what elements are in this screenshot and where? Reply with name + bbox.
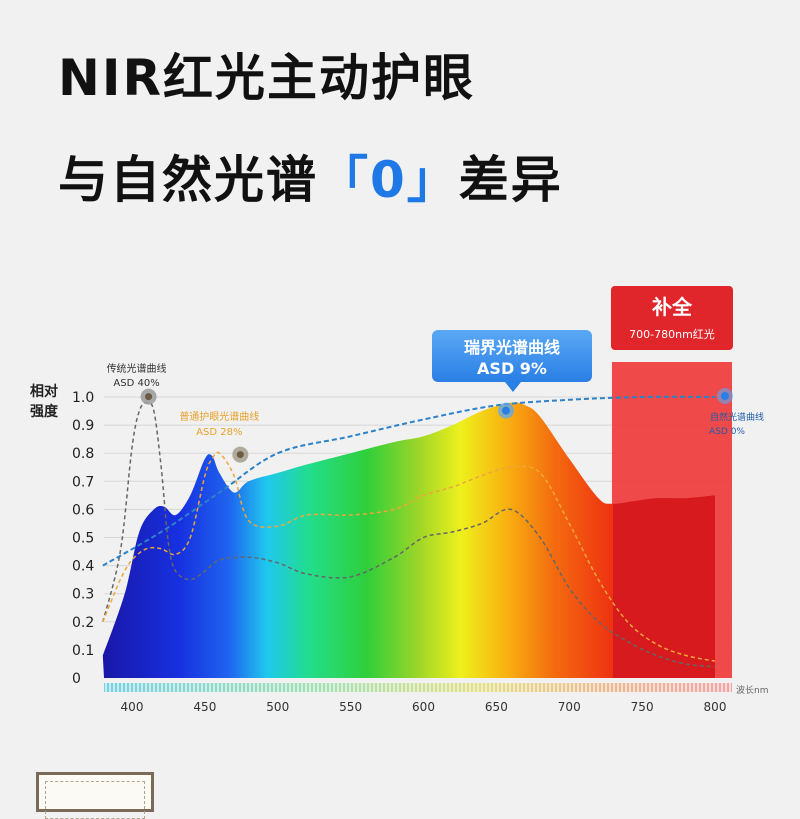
series-line-2 <box>102 451 716 662</box>
x-tick-label: 400 <box>121 700 144 714</box>
y-tick-label: 0.2 <box>72 615 94 631</box>
highlight-subtitle: 700-780nm红光 <box>629 327 715 341</box>
label-natural: 自然光谱曲线 <box>710 411 764 423</box>
y-tick-label: 0.3 <box>72 587 94 603</box>
y-axis-label: 相对 <box>30 383 58 400</box>
product-frame-edge <box>36 772 154 819</box>
highlight-label-box <box>610 286 733 350</box>
x-tick-label: 750 <box>631 700 654 714</box>
x-tick-label: 550 <box>339 700 362 714</box>
y-tick-label: 0 <box>72 671 81 687</box>
annotations: 传统光谱曲线 ASD 40% 普通护眼光谱曲线 ASD 28% 瑞界光谱曲线 ASD 9%… <box>107 330 764 463</box>
headline-line-2: 与自然光谱「0」差异 <box>58 140 563 212</box>
spectrum-area <box>102 402 716 678</box>
x-tick-label: 600 <box>412 700 435 714</box>
label-ruijie: 瑞界光谱曲线 <box>464 338 560 357</box>
label-ruijie-asd: ASD 9% <box>477 359 547 378</box>
label-eyecare-asd: ASD 28% <box>196 427 242 438</box>
label-traditional-asd: ASD 40% <box>113 378 159 389</box>
y-tick-label: 0.1 <box>72 643 94 659</box>
x-tick-label: 800 <box>704 700 727 714</box>
headline-line-1: NIR红光主动护眼 <box>58 49 475 107</box>
y-tick-label: 1.0 <box>72 390 94 406</box>
y-axis-label: 强度 <box>30 403 59 420</box>
y-tick-label: 0.6 <box>72 502 94 518</box>
y-tick-label: 0.4 <box>72 559 94 575</box>
x-tick-label: 500 <box>266 700 289 714</box>
x-tick-label: 650 <box>485 700 508 714</box>
headline-highlight: 「0」 <box>318 151 459 209</box>
series-line-3 <box>102 395 716 567</box>
y-tick-label: 0.9 <box>72 418 94 434</box>
y-tick-label: 0.5 <box>72 531 94 547</box>
label-traditional: 传统光谱曲线 <box>107 362 167 375</box>
headline-line-2-c: 差异 <box>458 151 563 209</box>
label-natural-asd: ASD 0% <box>709 427 745 437</box>
x-axis-label: 波长nm <box>736 684 768 696</box>
headline-line-2-a: 与自然光谱 <box>58 151 318 209</box>
callout-ruijie <box>432 330 592 382</box>
label-eyecare: 普通护眼光谱曲线 <box>179 410 259 423</box>
x-tick-label: 700 <box>558 700 581 714</box>
x-tick-label: 450 <box>193 700 216 714</box>
highlight-title: 补全 <box>651 295 693 319</box>
y-tick-label: 0.7 <box>72 474 94 490</box>
y-tick-label: 0.8 <box>72 446 94 462</box>
